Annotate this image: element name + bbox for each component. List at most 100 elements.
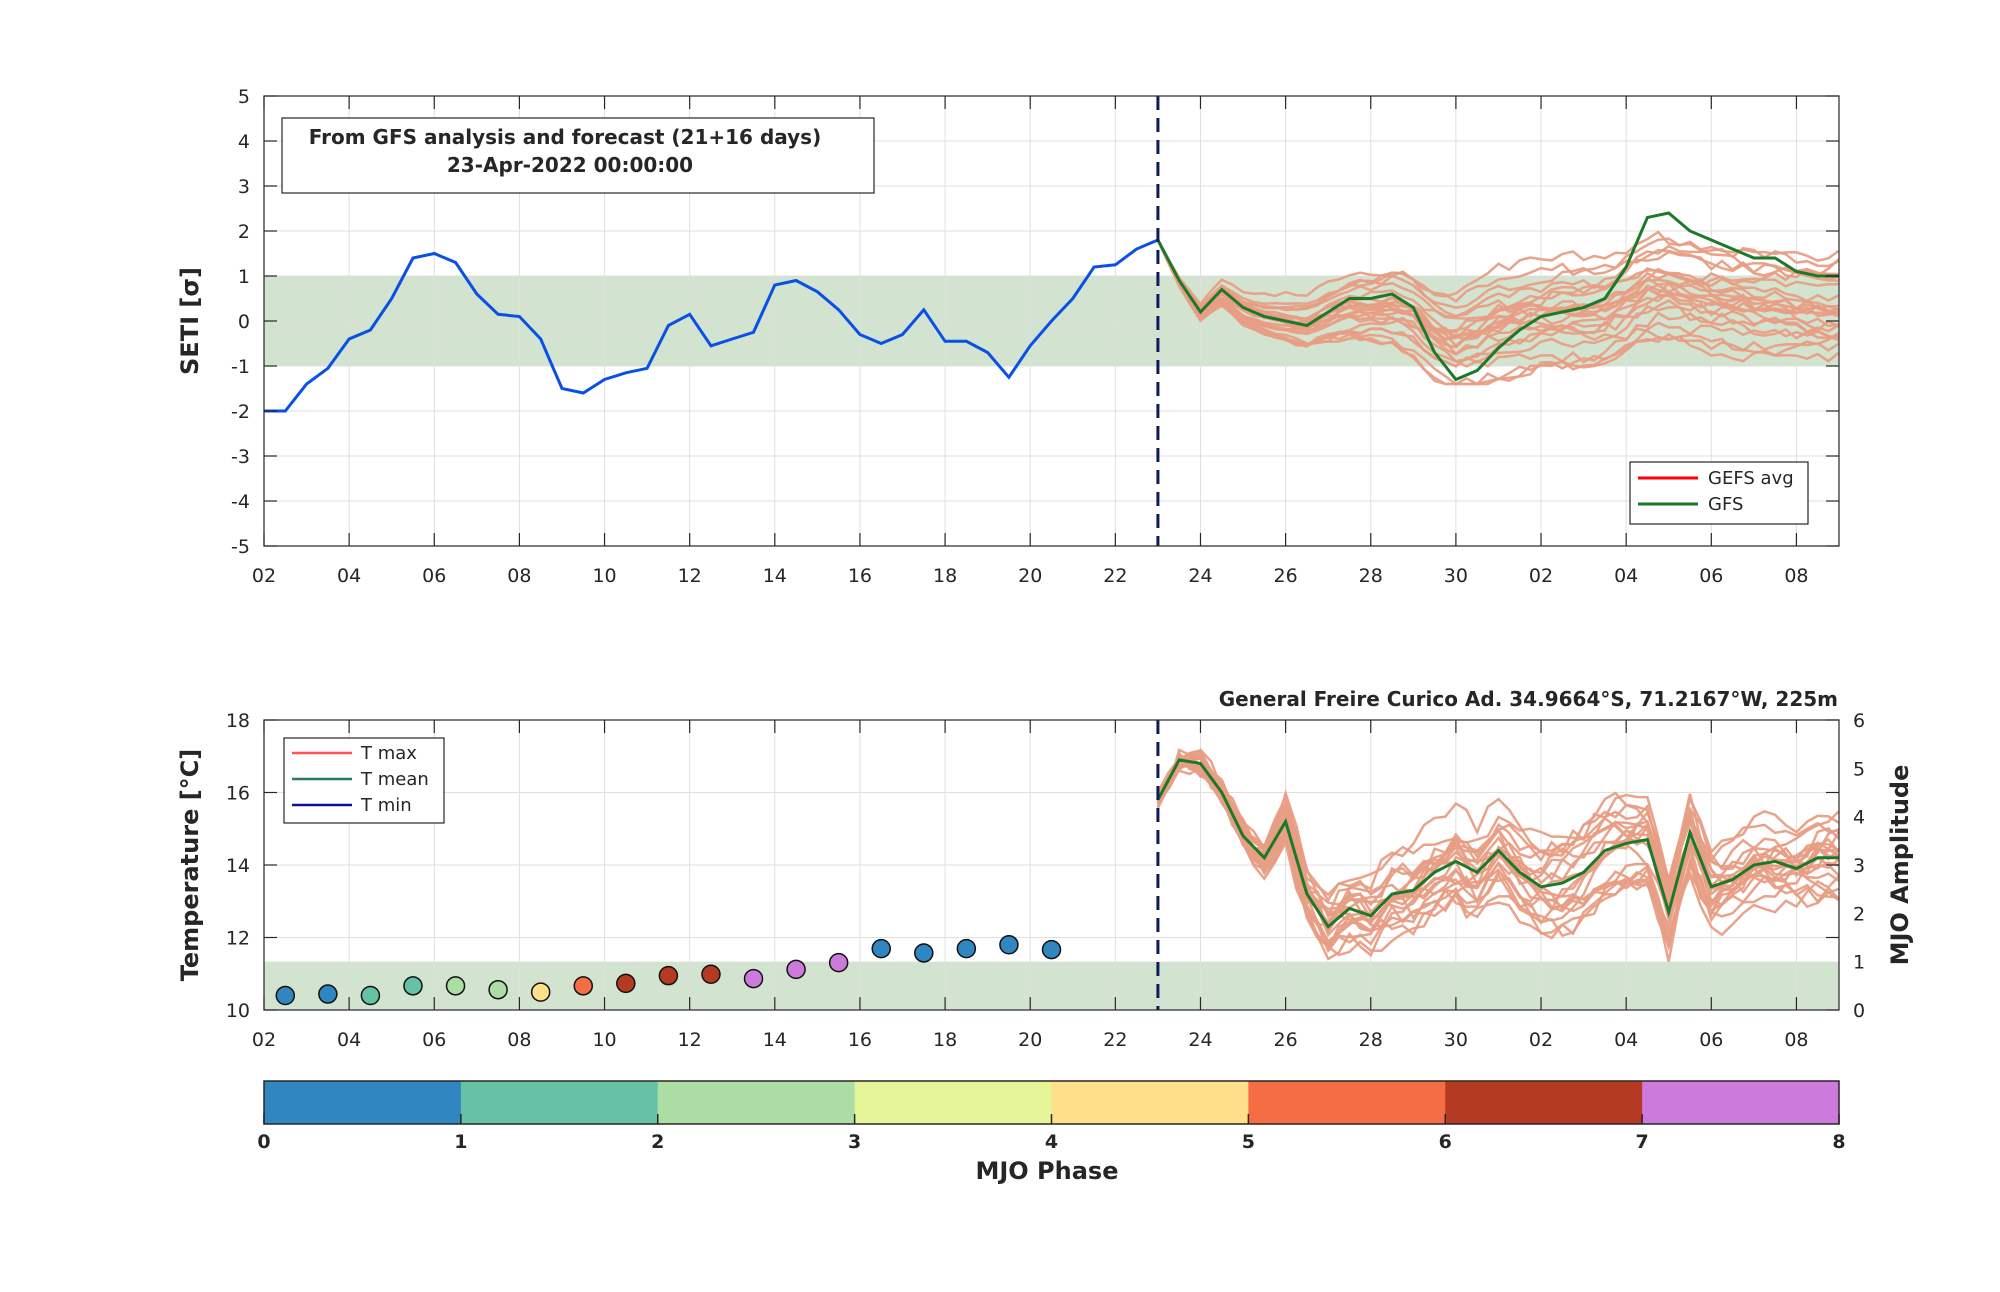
y2-tick-label: 2	[1853, 903, 1865, 925]
info-box-line2: 23-Apr-2022 00:00:00	[447, 153, 693, 177]
y-tick-label: 1	[238, 266, 250, 288]
colorbar-cell	[657, 1081, 856, 1124]
colorbar-cell	[854, 1081, 1052, 1124]
x-tick-label: 02	[1529, 1029, 1553, 1051]
colorbar-cell	[1642, 1081, 1840, 1124]
x-tick-label: 24	[1188, 1029, 1212, 1051]
seti-ticks	[263, 95, 1839, 547]
ensemble-member	[1156, 239, 1839, 340]
x-tick-label: 20	[1018, 1029, 1042, 1051]
mjo-amplitude-axis-label: MJO Amplitude	[1886, 765, 1914, 966]
y2-tick-label: 0	[1853, 1000, 1865, 1022]
mjo-point	[318, 984, 338, 1004]
y-tick-label: -5	[231, 536, 250, 558]
x-tick-label: 28	[1359, 565, 1383, 587]
temperature-x-tick-labels: 02 04 06 08 10 12 14 16 18 20 22 24 26 28 30 02 04 06 08	[252, 1029, 1809, 1051]
colorbar-cell	[460, 1081, 659, 1124]
mjo-point	[743, 968, 764, 989]
y-tick-label: 5	[238, 86, 250, 108]
y-tick-label: 14	[226, 855, 250, 877]
mjo-point	[999, 935, 1019, 955]
info-box-line1: From GFS analysis and forecast (21+16 da…	[309, 125, 821, 149]
colorbar-cell	[1248, 1081, 1446, 1124]
ensemble-member	[1156, 755, 1840, 950]
mjo-amplitude-tick-labels: 0 1 2 3 4 5 6	[1853, 710, 1865, 1022]
x-tick-label: 08	[507, 565, 531, 587]
ensemble-member	[1156, 239, 1840, 334]
mjo-point	[275, 985, 296, 1006]
ensemble-member	[1156, 752, 1840, 915]
y-tick-label: -4	[231, 491, 250, 513]
x-tick-label: 22	[1103, 565, 1127, 587]
x-tick-label: 06	[1699, 565, 1723, 587]
x-tick-label: 24	[1188, 565, 1212, 587]
y2-tick-label: 3	[1853, 855, 1865, 877]
x-tick-label: 04	[1614, 565, 1638, 587]
colorbar-tick-label: 7	[1636, 1131, 1649, 1153]
colorbar-tick-label: 8	[1832, 1131, 1845, 1153]
y-tick-label: 4	[238, 131, 250, 153]
colorbar-cell	[1445, 1081, 1643, 1124]
mjo-point	[701, 964, 721, 984]
seti-x-tick-labels: 02 04 06 08 10 12 14 16 18 20 22 24 26 28 30 02 04 06 08	[252, 565, 1809, 587]
x-tick-label: 16	[848, 1029, 872, 1051]
mjo-phase-colorbar: 0 1 2 3 4 5 6 7 8 MJO Phase	[257, 1080, 1846, 1185]
x-tick-label: 06	[422, 1029, 446, 1051]
mjo-normal-band	[264, 961, 1839, 1010]
x-tick-label: 08	[507, 1029, 531, 1051]
colorbar-tick-label: 5	[1242, 1131, 1255, 1153]
y-tick-label: -3	[231, 446, 250, 468]
x-tick-label: 10	[592, 1029, 616, 1051]
seti-gfs-line	[1156, 211, 1839, 382]
legend-t-max-label: T max	[360, 743, 417, 764]
x-tick-label: 02	[252, 565, 276, 587]
y-tick-label: -1	[231, 356, 250, 378]
x-tick-label: 06	[422, 565, 446, 587]
info-box: From GFS analysis and forecast (21+16 da…	[281, 117, 875, 194]
x-tick-label: 16	[848, 565, 872, 587]
colorbar-cell	[264, 1081, 462, 1124]
seti-y-tick-labels: -5 -4 -3 -2 -1 0 1 2 3 4 5	[231, 86, 250, 558]
x-tick-label: 12	[678, 565, 702, 587]
y-tick-label: 0	[238, 311, 250, 333]
ensemble-member	[1156, 239, 1840, 356]
x-tick-label: 14	[763, 1029, 787, 1051]
x-tick-label: 26	[1274, 1029, 1298, 1051]
colorbar-title: MJO Phase	[975, 1157, 1118, 1185]
y-tick-label: 3	[238, 176, 250, 198]
mjo-point	[616, 973, 636, 994]
x-tick-label: 20	[1018, 565, 1042, 587]
legend-t-mean-label: T mean	[360, 769, 429, 790]
x-tick-label: 04	[1614, 1029, 1638, 1051]
x-tick-label: 18	[933, 565, 957, 587]
mjo-point	[360, 985, 381, 1006]
seti-legend: GEFS avg GFS	[1629, 461, 1809, 525]
temperature-y-axis-label: Temperature [°C]	[176, 749, 204, 982]
y2-tick-label: 6	[1853, 710, 1865, 732]
ensemble-member	[1156, 748, 1840, 935]
colorbar-tick-label: 4	[1045, 1131, 1058, 1153]
ensemble-member	[1156, 239, 1840, 368]
colorbar-tick-label: 6	[1439, 1131, 1452, 1153]
x-tick-label: 06	[1699, 1029, 1723, 1051]
colorbar-cells	[264, 1081, 1840, 1124]
y2-tick-label: 1	[1853, 952, 1865, 974]
temperature-y-tick-labels: 10 12 14 16 18	[226, 710, 250, 1022]
x-tick-label: 02	[252, 1029, 276, 1051]
legend-gefs-avg-label: GEFS avg	[1708, 468, 1794, 489]
y-tick-label: 2	[238, 221, 250, 243]
colorbar-cell	[1051, 1081, 1249, 1124]
mjo-point	[658, 965, 679, 986]
t-mean-line	[1156, 758, 1839, 929]
temperature-legend: T max T mean T min	[283, 737, 445, 824]
y2-tick-label: 4	[1853, 807, 1865, 829]
y-tick-label: 16	[226, 783, 250, 805]
x-tick-label: 08	[1784, 565, 1808, 587]
colorbar-ticks: 0 1 2 3 4 5 6 7 8	[257, 1114, 1846, 1153]
x-tick-label: 04	[337, 565, 361, 587]
x-tick-label: 18	[933, 1029, 957, 1051]
legend-gfs-label: GFS	[1708, 494, 1743, 515]
x-tick-label: 30	[1444, 565, 1468, 587]
